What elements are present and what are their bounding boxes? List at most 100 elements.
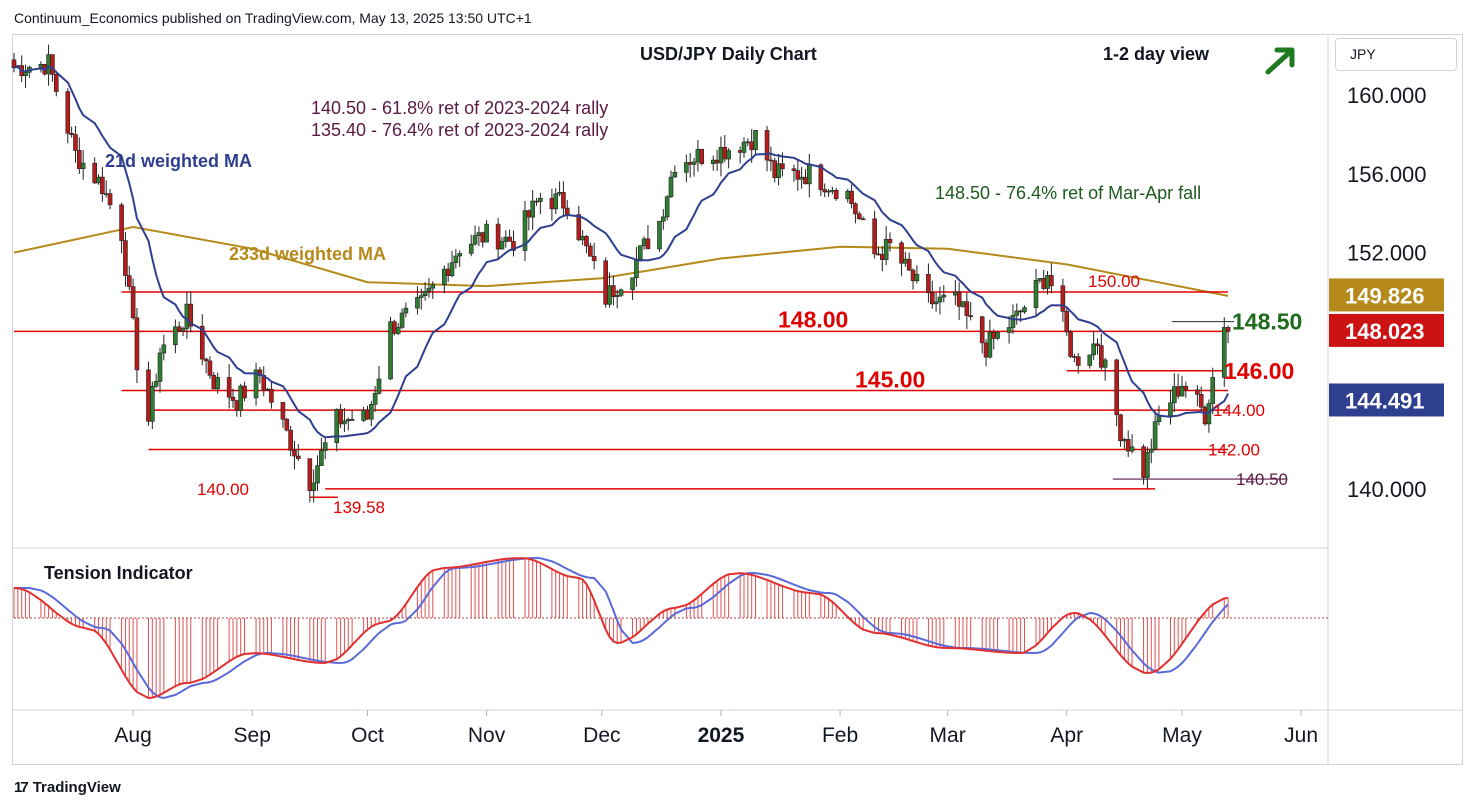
time-axis: Aug Sep Oct Nov Dec 2025 Feb Mar Apr May Jun	[114, 710, 1318, 747]
candle-body	[899, 242, 904, 264]
candle-body	[395, 327, 401, 334]
candle-body	[668, 176, 674, 198]
candle-body	[376, 378, 382, 394]
candle-body	[507, 236, 512, 242]
candle-body	[584, 236, 589, 247]
candle-body	[1195, 389, 1200, 395]
candle-body	[772, 160, 778, 178]
candle-body	[372, 393, 378, 405]
candle-body	[503, 236, 509, 242]
candle-body	[499, 241, 505, 250]
x-tick-label: Aug	[114, 724, 151, 747]
level-144-label: 144.00	[1213, 401, 1265, 420]
candle-body	[418, 295, 424, 298]
candle-body	[50, 54, 55, 75]
x-tick-label: Oct	[351, 724, 384, 747]
candle-body	[253, 369, 259, 399]
candle-body	[845, 190, 851, 200]
y-tick-label: 140.000	[1347, 477, 1427, 502]
candle-body	[780, 163, 785, 170]
x-tick-label: Jun	[1284, 724, 1318, 747]
price-badge-label: 144.491	[1345, 388, 1425, 413]
candle-body	[442, 268, 447, 286]
candle-body	[403, 307, 409, 314]
price-axis: 160.000 156.000 152.000 140.000 149.826 148.0…	[1329, 83, 1444, 502]
chart-subtitle: 1-2 day view	[1103, 44, 1210, 64]
candle-body	[173, 326, 178, 346]
candle-body	[645, 238, 651, 250]
candle-body	[69, 133, 74, 135]
candle-body	[53, 74, 59, 92]
candle-body	[1179, 385, 1185, 397]
candle-body	[134, 317, 140, 371]
candle-body	[883, 238, 889, 260]
y-tick-label: 156.000	[1347, 162, 1427, 187]
candle-body	[1122, 439, 1127, 442]
candle-body	[618, 289, 624, 296]
candle-body	[399, 312, 405, 328]
candle-body	[1045, 275, 1050, 289]
candle-body	[257, 369, 263, 376]
candle-body	[100, 176, 105, 195]
chart-texts: 150.00 148.00 146.00 145.00 144.00 142.00 140.…	[105, 44, 1302, 517]
candle-body	[365, 409, 370, 420]
candle-body	[199, 325, 205, 360]
candle-body	[910, 269, 916, 282]
candle-body	[768, 159, 774, 162]
candle-body	[511, 241, 516, 251]
candle-body	[1087, 354, 1093, 366]
candle-body	[38, 63, 44, 68]
candle-body	[150, 385, 155, 422]
candle-body	[876, 253, 881, 256]
x-tick-label: Apr	[1050, 724, 1083, 747]
candle-body	[611, 285, 616, 298]
candle-body	[342, 420, 347, 425]
candle-body	[296, 455, 301, 459]
price-badge-label: 148.023	[1345, 319, 1425, 344]
candle-body	[472, 235, 478, 245]
candle-body	[1022, 307, 1027, 313]
x-tick-label: Mar	[930, 724, 966, 747]
currency-selector[interactable]: JPY	[1335, 38, 1457, 71]
candle-body	[534, 200, 539, 203]
candle-body	[906, 258, 912, 271]
candle-body	[453, 255, 459, 263]
candle-body	[822, 189, 827, 193]
candle-body	[338, 408, 343, 425]
level-142-label: 142.00	[1208, 441, 1260, 460]
level-lines	[14, 291, 1288, 498]
annotation-148-50: 148.50 - 76.4% ret of Mar-Apr fall	[935, 183, 1201, 203]
candle-body	[369, 404, 374, 420]
candle-body	[630, 277, 635, 291]
candle-body	[983, 342, 989, 358]
publisher-line: Continuum_Economics published on Trading…	[14, 10, 532, 26]
level-145-label: 145.00	[855, 366, 925, 392]
candle-body	[741, 141, 747, 153]
candle-body	[1202, 406, 1208, 425]
candle-body	[849, 190, 854, 204]
candle-body	[591, 256, 597, 262]
y-tick-label: 152.000	[1347, 241, 1427, 266]
candle-body	[1221, 327, 1227, 378]
candle-body	[1225, 327, 1231, 332]
candle-body	[361, 409, 366, 421]
candle-body	[126, 275, 132, 287]
tension-indicator-panel: Tension Indicator	[13, 556, 1328, 700]
ma233-label: 233d weighted MA	[229, 244, 386, 264]
x-tick-label: Sep	[234, 724, 271, 747]
candle-body	[1129, 446, 1135, 452]
level-140-label: 140.00	[197, 480, 249, 499]
candle-body	[1141, 446, 1146, 478]
candle-body	[1172, 386, 1177, 404]
price-badge-label: 149.826	[1345, 283, 1425, 308]
candle-body	[687, 162, 693, 165]
candle-body	[964, 301, 970, 316]
candle-body	[311, 482, 316, 492]
tradingview-brand[interactable]: 17 TradingView	[14, 779, 121, 796]
candle-body	[641, 238, 647, 246]
candle-body	[561, 192, 566, 209]
candle-body	[334, 408, 340, 443]
candle-body	[695, 148, 701, 163]
candle-body	[684, 162, 689, 173]
